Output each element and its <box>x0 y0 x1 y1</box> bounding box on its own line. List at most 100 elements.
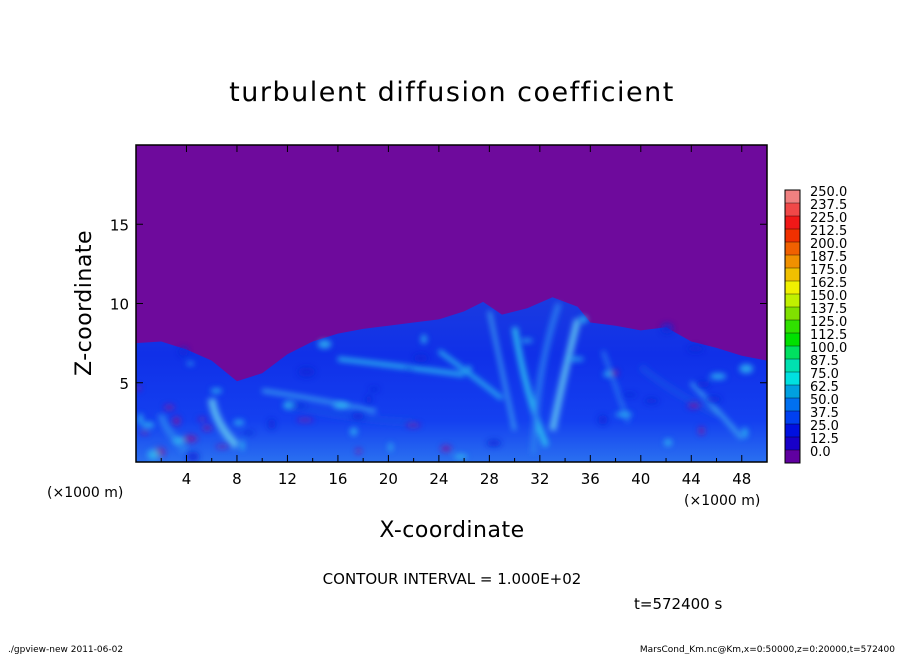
eddy <box>413 354 428 363</box>
colorbar-label: 0.0 <box>810 445 831 460</box>
eddy <box>611 369 619 377</box>
colorbar-cell <box>785 346 800 359</box>
eddy <box>350 427 358 436</box>
streak <box>638 364 718 418</box>
streak <box>437 349 504 401</box>
eddy <box>283 401 296 410</box>
y-tick-label: 5 <box>119 375 129 393</box>
eddy <box>289 403 307 408</box>
streak <box>530 302 562 455</box>
turbulent-eddies <box>136 315 754 462</box>
colorbar-label: 112.5 <box>810 328 847 343</box>
colorbar-label: 50.0 <box>810 393 839 408</box>
colorbar-label: 175.0 <box>810 263 847 278</box>
colorbar-label: 12.5 <box>810 432 839 447</box>
colorbar-cell <box>785 398 800 411</box>
x-tick-label: 16 <box>328 470 347 488</box>
eddy <box>355 448 362 455</box>
colorbar-label: 200.0 <box>810 237 847 252</box>
colorbar-label: 250.0 <box>810 185 847 200</box>
colorbar-label: 225.0 <box>810 211 847 226</box>
colorbar-cell <box>785 307 800 320</box>
eddy <box>454 454 468 460</box>
eddy <box>615 412 633 418</box>
colorbar-cell <box>785 229 800 242</box>
x-tick-label: 24 <box>429 470 448 488</box>
x-tick-label: 4 <box>182 470 192 488</box>
eddy <box>351 412 365 420</box>
turbulent-layer <box>136 297 767 462</box>
colorbar-cell <box>785 203 800 216</box>
eddy <box>405 367 413 371</box>
streak <box>549 318 582 431</box>
colorbar-label: 212.5 <box>810 224 847 239</box>
eddy <box>687 345 704 352</box>
eddy <box>661 323 674 334</box>
colorbar-cell <box>785 190 800 203</box>
plot-area <box>136 145 767 462</box>
eddy <box>698 426 705 436</box>
colorbar-cell <box>785 242 800 255</box>
eddy <box>568 356 585 362</box>
eddy <box>369 387 379 392</box>
eddy <box>172 416 181 426</box>
eddy <box>365 395 372 404</box>
eddy <box>183 434 198 443</box>
colorbar-cell <box>785 333 800 346</box>
y-axis-label: Z-coordinate <box>72 230 97 376</box>
eddy <box>215 444 229 449</box>
eddy <box>644 397 659 404</box>
colorbar-label: 237.5 <box>810 198 847 213</box>
colorbar-label: 150.0 <box>810 289 847 304</box>
colorbar: 250.0237.5225.0212.5200.0187.5175.0162.5… <box>784 185 847 464</box>
eddy <box>163 404 175 411</box>
eddy <box>140 430 149 435</box>
colorbar-cell <box>785 255 800 268</box>
eddy <box>202 425 212 431</box>
colorbar-label: 187.5 <box>810 250 847 265</box>
eddy <box>622 393 637 397</box>
eddy <box>598 415 608 425</box>
streak <box>511 326 549 448</box>
colorbar-label: 25.0 <box>810 419 839 434</box>
colorbar-cell <box>785 437 800 450</box>
x-tick-label: 28 <box>480 470 499 488</box>
eddy <box>440 445 452 452</box>
eddy <box>186 451 200 462</box>
eddy <box>486 439 502 447</box>
x-tick-label: 36 <box>581 470 600 488</box>
x-tick-label: 8 <box>232 470 242 488</box>
x-tick-label: 48 <box>732 470 751 488</box>
eddy <box>664 439 673 447</box>
eddy <box>741 427 748 439</box>
colorbar-cell <box>785 450 800 463</box>
colorbar-cell <box>785 216 800 229</box>
x-unit-left: (×1000 m) <box>47 485 123 501</box>
y-axis: 5 10 15 <box>110 216 767 393</box>
x-axis-label: X-coordinate <box>379 518 524 543</box>
colorbar-cell <box>785 411 800 424</box>
streak <box>337 356 465 377</box>
eddy <box>333 402 349 409</box>
colorbar-cell <box>785 294 800 307</box>
eddy <box>603 371 612 378</box>
x-tick-label: 12 <box>278 470 297 488</box>
colorbar-cell <box>785 268 800 281</box>
eddy <box>317 339 332 349</box>
x-unit-right: (×1000 m) <box>684 493 760 509</box>
eddy <box>687 402 701 409</box>
eddy <box>421 334 427 344</box>
colorbar-cell <box>785 359 800 372</box>
colorbar-label: 62.5 <box>810 380 839 395</box>
eddy <box>233 419 245 426</box>
y-tick-label: 10 <box>110 296 129 314</box>
colorbar-label: 37.5 <box>810 406 839 421</box>
turbulent-streaks <box>157 302 744 456</box>
colorbar-label: 137.5 <box>810 302 847 317</box>
eddy <box>210 388 223 394</box>
streak <box>689 381 744 440</box>
eddy <box>136 385 141 391</box>
colorbar-label: 125.0 <box>810 315 847 330</box>
streak <box>487 311 517 431</box>
